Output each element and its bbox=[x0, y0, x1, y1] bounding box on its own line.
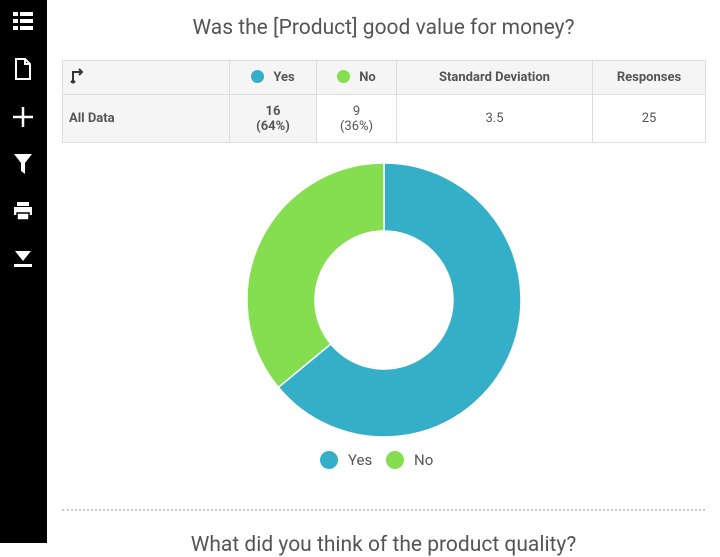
download-icon[interactable] bbox=[12, 247, 34, 269]
header-cell: Yes bbox=[229, 60, 317, 95]
legend-dot bbox=[320, 451, 338, 469]
sidebar bbox=[0, 0, 47, 543]
print-icon[interactable] bbox=[12, 200, 34, 222]
results-table: Yes No Standard Deviation Responses All … bbox=[62, 60, 706, 143]
legend-dot bbox=[386, 451, 404, 469]
cell: 16 (64%) bbox=[229, 94, 317, 143]
cell: 25 bbox=[592, 94, 706, 143]
swap-cell[interactable] bbox=[62, 60, 230, 95]
header-row: Yes No Standard Deviation Responses bbox=[62, 60, 706, 95]
filter-icon[interactable] bbox=[12, 153, 34, 175]
add-icon[interactable] bbox=[12, 106, 34, 128]
cell: 9 (36%) bbox=[316, 94, 397, 143]
legend-dot bbox=[251, 70, 265, 83]
legend-label: No bbox=[414, 451, 433, 469]
document-icon[interactable] bbox=[12, 58, 34, 80]
header-text: Yes bbox=[273, 70, 295, 85]
percent: (36%) bbox=[339, 118, 374, 134]
legend-label: Yes bbox=[348, 451, 372, 469]
donut-chart: Yes No bbox=[246, 162, 522, 469]
swap-icon[interactable] bbox=[69, 67, 87, 84]
header-cell: No bbox=[316, 60, 397, 95]
row-label: All Data bbox=[62, 94, 230, 143]
question-title: Was the [Product] good value for money? bbox=[192, 16, 575, 40]
percent: (64%) bbox=[256, 118, 290, 134]
header-cell: Standard Deviation bbox=[396, 60, 593, 95]
legend-dot bbox=[337, 70, 351, 83]
list-icon[interactable] bbox=[12, 10, 34, 32]
cell: 3.5 bbox=[396, 94, 593, 143]
header-cell: Responses bbox=[592, 60, 706, 95]
separator bbox=[62, 509, 705, 511]
slice bbox=[246, 162, 385, 389]
slice bbox=[277, 162, 522, 438]
next-question-title: What did you think of the product qualit… bbox=[190, 533, 577, 557]
header-text: No bbox=[359, 70, 376, 85]
count: 16 bbox=[265, 103, 281, 119]
count: 9 bbox=[352, 103, 361, 119]
data-row: All Data 16 (64%) 9 (36%) 3.5 25 bbox=[62, 94, 706, 143]
